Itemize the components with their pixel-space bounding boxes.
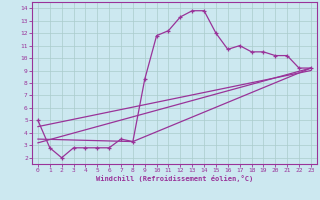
X-axis label: Windchill (Refroidissement éolien,°C): Windchill (Refroidissement éolien,°C) [96,175,253,182]
